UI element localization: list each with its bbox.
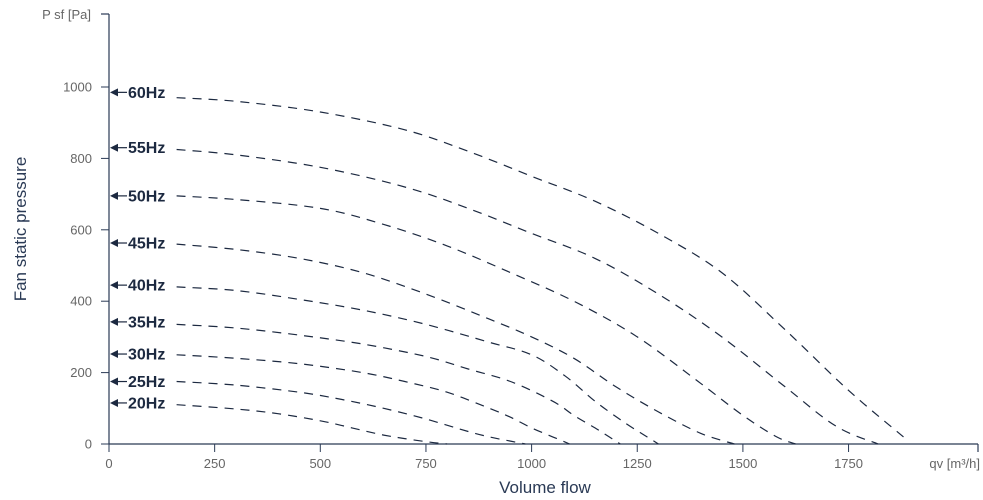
series-label-20hz: 20Hz [128, 395, 165, 412]
y-tick-label: 200 [70, 365, 92, 380]
x-tick-label: 1250 [623, 456, 652, 471]
x-tick-label: 1500 [728, 456, 757, 471]
series-arrow-icon [110, 281, 118, 290]
y-tick-label: 400 [70, 294, 92, 309]
x-tick-label: 1000 [517, 456, 546, 471]
series-curve-35hz [176, 323, 621, 445]
series-curve-55hz [176, 148, 879, 445]
axes-group [101, 13, 979, 452]
series-arrow-icon [110, 398, 118, 407]
series-labels-group: 60Hz 55Hz 50Hz 45Hz 40Hz 35Hz 30Hz 25Hz 20Hz [128, 85, 165, 413]
series-curve-25hz [176, 380, 526, 445]
series-label-50hz: 50Hz [128, 188, 165, 205]
series-label-35hz: 35Hz [128, 314, 165, 331]
y-unit-label: P sf [Pa] [42, 7, 91, 22]
y-ticks-group: 0 200 400 600 800 1000 [63, 80, 109, 452]
x-tick-label: 500 [309, 456, 331, 471]
x-tick-label: 750 [415, 456, 437, 471]
series-curve-30hz [176, 354, 570, 445]
series-arrow-icon [110, 239, 118, 248]
series-label-40hz: 40Hz [128, 278, 165, 295]
x-axis-title: Volume flow [499, 478, 591, 497]
series-arrow-icon [110, 88, 118, 97]
y-tick-label: 1000 [63, 80, 92, 95]
x-tick-label: 1750 [834, 456, 863, 471]
series-label-60hz: 60Hz [128, 85, 165, 102]
series-arrow-icon [110, 350, 118, 359]
x-unit-label: qv [m³/h] [929, 456, 980, 471]
series-arrow-icon [110, 143, 118, 152]
x-tick-label: 250 [204, 456, 226, 471]
series-curve-45hz [176, 243, 735, 445]
series-curve-50hz [176, 195, 796, 445]
series-arrow-icon [110, 377, 118, 386]
x-tick-label: 0 [105, 456, 112, 471]
x-ticks-group: 0 250 500 750 1000 1250 1500 1750 [105, 444, 863, 471]
series-markers-group [110, 88, 127, 407]
series-label-45hz: 45Hz [128, 236, 165, 253]
series-label-30hz: 30Hz [128, 347, 165, 364]
y-tick-label: 0 [85, 437, 92, 452]
series-curve-40hz [176, 286, 659, 445]
series-curve-20hz [176, 404, 448, 445]
series-curves-group [176, 97, 904, 445]
series-label-25hz: 25Hz [128, 374, 165, 391]
y-tick-label: 600 [70, 222, 92, 237]
series-arrow-icon [110, 317, 118, 326]
series-label-55hz: 55Hz [128, 140, 165, 157]
series-curve-60hz [176, 97, 904, 438]
y-axis-title: Fan static pressure [11, 157, 30, 302]
series-arrow-icon [110, 191, 118, 200]
y-tick-label: 800 [70, 151, 92, 166]
